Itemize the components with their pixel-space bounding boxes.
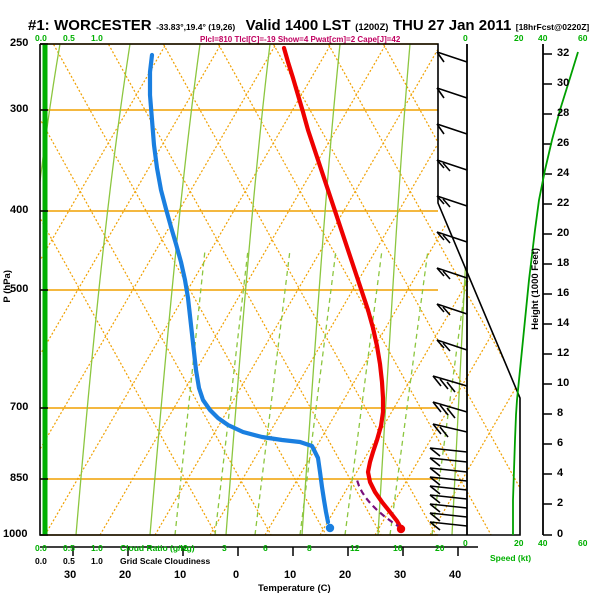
speed-tick-top-1: 20 xyxy=(514,33,524,43)
height-tick-0: 0 xyxy=(557,528,564,540)
speed-tick-top-0: 0 xyxy=(463,33,468,43)
temp-tick-2: 10 xyxy=(174,569,187,581)
height-tick-14: 14 xyxy=(557,317,570,329)
mixing-label-6: 6 xyxy=(263,543,268,553)
mixing-label-20: 20 xyxy=(435,543,445,553)
title-block: #1: WORCESTER -33.83°,19.4° (19,26) Vali… xyxy=(28,17,589,35)
temp-tick-6: 30 xyxy=(394,569,407,581)
temp-tick-0: 30 xyxy=(64,569,77,581)
temperature-curve xyxy=(281,45,404,531)
valid-time: Valid 1400 LST xyxy=(245,17,351,34)
height-tick-30: 30 xyxy=(557,77,570,89)
temperature-axis-label: Temperature (C) xyxy=(258,583,331,594)
cloud-ratio-label: Cloud Ratio (g/Kg) xyxy=(120,543,195,553)
cloud-ratio-tick-2: 1.0 xyxy=(91,543,103,553)
mixing-label-3: 3 xyxy=(222,543,227,553)
speed-tick-2: 40 xyxy=(538,538,548,548)
mixing-label-8: 8 xyxy=(307,543,312,553)
forecast-tag: [18hrFcst@0220Z] xyxy=(515,22,590,32)
mixing-label-16: 16 xyxy=(393,543,403,553)
pressure-tick-850: 850 xyxy=(10,472,29,484)
height-tick-20: 20 xyxy=(557,227,570,239)
height-tick-26: 26 xyxy=(557,137,570,149)
mixing-label-2: 2 xyxy=(183,543,188,553)
speed-tick-1: 20 xyxy=(514,538,524,548)
cloud-scale-top-1: 0.5 xyxy=(63,33,75,43)
height-tick-22: 22 xyxy=(557,197,570,209)
cloud-scale-top-0: 0.0 xyxy=(35,33,47,43)
height-axis-label: Height (1000 Feet) xyxy=(530,248,541,330)
temp-tick-5: 20 xyxy=(339,569,352,581)
temp-tick-7: 40 xyxy=(449,569,462,581)
temp-tick-4: 10 xyxy=(284,569,297,581)
station-name: WORCESTER xyxy=(54,17,152,34)
pressure-tick-500: 500 xyxy=(10,283,29,295)
temp-tick-1: 20 xyxy=(119,569,132,581)
pressure-tick-400: 400 xyxy=(10,204,29,216)
mixing-label-12: 12 xyxy=(350,543,360,553)
parcel-trajectory xyxy=(355,479,402,529)
surface-dewpoint-marker xyxy=(325,523,335,533)
pressure-tick-700: 700 xyxy=(10,401,29,413)
cloud-ratio-tick-1: 0.5 xyxy=(63,543,75,553)
cloudiness-label: Grid Scale Cloudiness xyxy=(120,556,211,566)
height-tick-24: 24 xyxy=(557,167,570,179)
height-tick-8: 8 xyxy=(557,407,564,419)
wind-barbs xyxy=(429,51,468,531)
speed-tick-0: 0 xyxy=(463,538,468,548)
dewpoint-curve xyxy=(147,52,331,525)
wind-barb-panel xyxy=(429,44,468,535)
height-tick-10: 10 xyxy=(557,377,570,389)
height-tick-18: 18 xyxy=(557,257,570,269)
height-tick-32: 32 xyxy=(557,47,570,59)
height-axis-ticks xyxy=(543,53,552,536)
pressure-tick-300: 300 xyxy=(10,103,29,115)
speed-tick-top-3: 60 xyxy=(578,33,588,43)
cloud-ratio-tick-0: 0.0 xyxy=(35,543,47,553)
pressure-axis-ticks xyxy=(40,43,48,536)
speed-tick-top-2: 40 xyxy=(538,33,548,43)
valid-date: THU 27 Jan 2011 xyxy=(392,17,512,34)
temperature-axis-ticks xyxy=(40,546,478,556)
height-axis xyxy=(512,44,579,536)
valid-utc: (1200Z) xyxy=(355,22,389,33)
height-tick-28: 28 xyxy=(557,107,570,119)
cloud-scale-top-2: 1.0 xyxy=(91,33,103,43)
stability-indices: Plcl=810 Tlcl[C]=-19 Show=4 Pwat[cm]=2 C… xyxy=(200,35,401,44)
cloudiness-tick-0: 0.0 xyxy=(35,556,47,566)
cloudiness-tick-2: 1.0 xyxy=(91,556,103,566)
speed-axis-label: Speed (kt) xyxy=(490,553,532,563)
height-tick-2: 2 xyxy=(557,497,564,509)
speed-tick-3: 60 xyxy=(578,538,588,548)
temp-tick-3: 0 xyxy=(233,569,240,581)
cloudiness-tick-1: 0.5 xyxy=(63,556,75,566)
pressure-tick-1000: 1000 xyxy=(3,528,28,540)
surface-temperature-marker xyxy=(396,524,406,534)
height-tick-6: 6 xyxy=(557,437,564,449)
pressure-axis-label: P (hPa) xyxy=(2,270,13,303)
pressure-tick-250: 250 xyxy=(10,37,29,49)
height-tick-16: 16 xyxy=(557,287,570,299)
station-id: #1: xyxy=(28,17,50,34)
height-speed-curve xyxy=(512,51,579,535)
height-tick-4: 4 xyxy=(557,467,564,479)
height-tick-12: 12 xyxy=(557,347,570,359)
station-coords: -33.83°,19.4° (19,26) xyxy=(156,22,236,32)
